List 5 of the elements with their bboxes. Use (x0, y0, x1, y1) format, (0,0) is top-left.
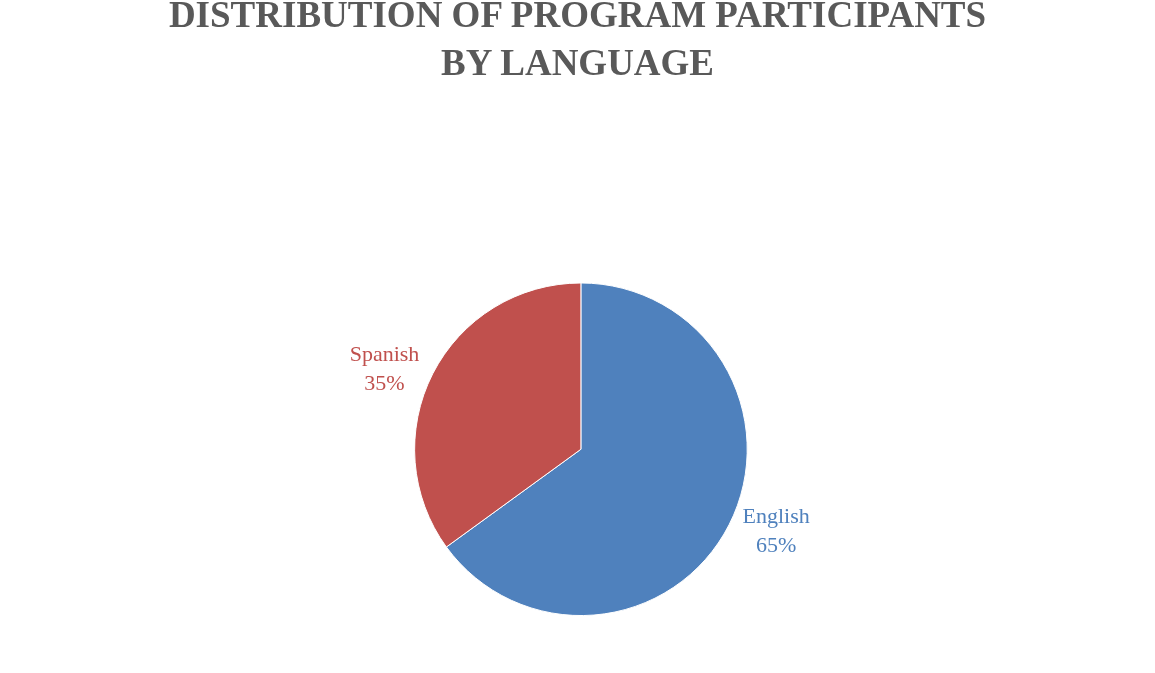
data-label: 35% (364, 370, 405, 396)
data-label: 65% (755, 532, 797, 558)
chart-title: DISTRIBUTION OF PROGRAM PARTICIPANTS BY LANGUAGE (168, 0, 987, 84)
slice-label: English (742, 503, 810, 529)
slice-label: Spanish (349, 341, 420, 367)
